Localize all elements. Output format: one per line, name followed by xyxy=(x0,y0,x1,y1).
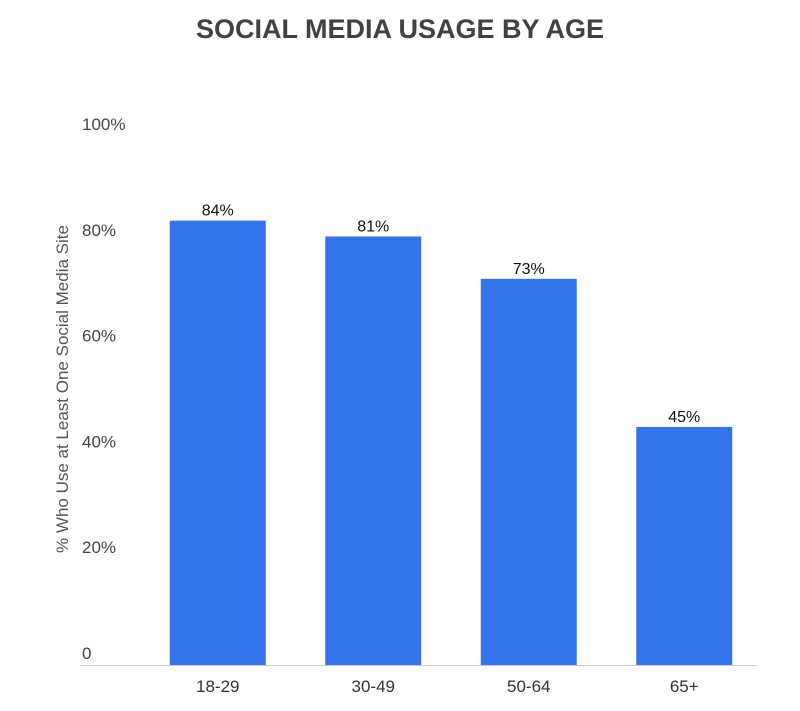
bar-50-64 xyxy=(480,278,577,665)
x-tick-label-30-49: 30-49 xyxy=(352,677,395,696)
y-tick-label: 80% xyxy=(82,221,116,240)
y-tick-label: 0 xyxy=(82,644,91,663)
bar-30-49 xyxy=(325,236,422,665)
x-axis-ticks: 18-29 30-49 50-64 65+ xyxy=(196,677,699,696)
bar-65+ xyxy=(636,426,733,665)
y-tick-label: 60% xyxy=(82,327,116,346)
y-tick-label: 40% xyxy=(82,432,116,451)
data-label-65+: 45% xyxy=(668,409,700,426)
data-label-18-29: 84% xyxy=(202,203,234,220)
bar-18-29 xyxy=(169,220,266,665)
y-tick-label: 100% xyxy=(82,115,125,134)
y-axis-ticks: 0 20% 40% 60% 80% 100% xyxy=(82,115,125,663)
x-tick-label-18-29: 18-29 xyxy=(196,677,239,696)
data-label-30-49: 81% xyxy=(357,219,389,236)
x-tick-label-65+: 65+ xyxy=(670,677,699,696)
chart-title: SOCIAL MEDIA USAGE BY AGE xyxy=(196,14,604,44)
bars xyxy=(169,220,733,665)
data-labels: 84% 81% 73% 45% xyxy=(202,203,701,426)
x-tick-label-50-64: 50-64 xyxy=(507,677,550,696)
y-tick-label: 20% xyxy=(82,538,116,557)
data-label-50-64: 73% xyxy=(513,261,545,278)
y-axis-label: % Who Use at Least One Social Media Site xyxy=(53,225,72,553)
